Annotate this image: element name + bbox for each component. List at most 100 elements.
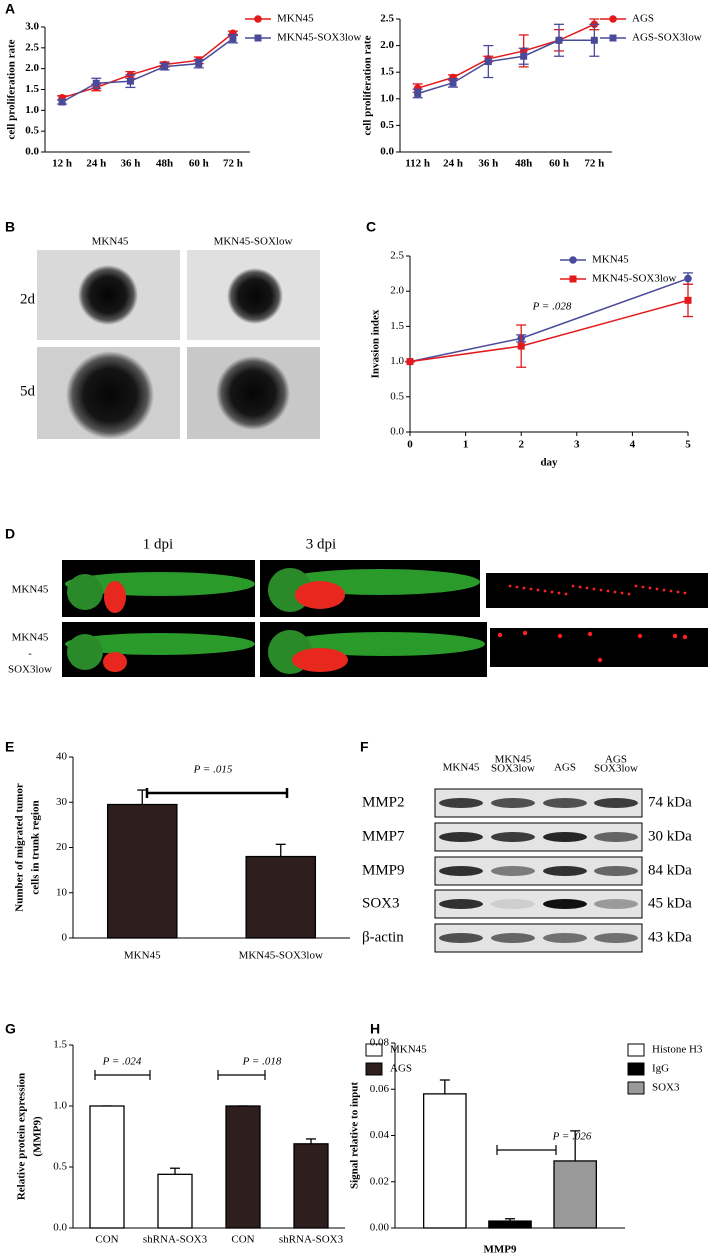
- cell-dot: [557, 633, 563, 639]
- band: [543, 866, 587, 876]
- bar: [293, 1143, 329, 1229]
- x-tick-label: 24 h: [443, 158, 463, 170]
- bar: [106, 803, 178, 939]
- y-tick-label: 0.5: [53, 1161, 67, 1173]
- marker: [590, 36, 598, 44]
- marker: [406, 358, 414, 366]
- lane-label: AGS: [605, 754, 627, 766]
- bar: [245, 855, 317, 939]
- lane-label: SOX3low: [491, 763, 535, 775]
- size-label: 74 kDa: [648, 794, 692, 810]
- y-tick-label: 0.08: [370, 1037, 390, 1049]
- band: [543, 798, 587, 808]
- significance-bracket: [496, 1145, 557, 1155]
- bar: [157, 1173, 193, 1229]
- cell-dot: [592, 587, 596, 591]
- cell-dot: [515, 585, 519, 589]
- cell-dot: [599, 588, 603, 592]
- cell-dot: [550, 590, 554, 594]
- x-tick-label: 36 h: [120, 158, 140, 170]
- legend-label: Histone H3: [652, 1044, 703, 1056]
- y-tick-label: 1.0: [53, 1100, 67, 1112]
- x-tick-label: shRNA-SOX3: [143, 1234, 208, 1246]
- y-axis-label: Invasion index: [370, 309, 382, 378]
- cell-dot: [655, 587, 659, 591]
- size-label: 43 kDa: [648, 929, 692, 945]
- band: [491, 798, 535, 808]
- cell-dot: [578, 585, 582, 589]
- y-tick-label: 1.5: [390, 320, 404, 332]
- cell-dot: [672, 633, 678, 639]
- y-tick-label: 0.0: [380, 146, 394, 158]
- cell-dot: [529, 587, 533, 591]
- legend-label: MKN45: [277, 13, 314, 25]
- y-tick-label: 40: [56, 751, 68, 763]
- y-tick-label: 1.0: [380, 92, 394, 104]
- cell-dot: [571, 584, 575, 588]
- y-axis-label: Signal relative to input: [349, 1082, 361, 1189]
- legend-label: IgG: [652, 1063, 669, 1075]
- cell-dot: [627, 592, 631, 596]
- cell-dot: [641, 585, 645, 589]
- bar: [488, 1220, 532, 1229]
- legend-marker: [569, 275, 577, 283]
- cell-dot: [606, 589, 610, 593]
- legend-label: MKN45: [390, 1044, 427, 1056]
- protein-label: MMP7: [362, 828, 405, 844]
- y-tick-label: 3.0: [25, 21, 39, 33]
- error-bar: [170, 1167, 180, 1175]
- panel-letter: H: [370, 1021, 380, 1037]
- y-tick-label: 2.0: [25, 62, 39, 74]
- x-tick-label: MKN45: [124, 950, 161, 962]
- y-tick-label: 2.0: [380, 39, 394, 51]
- y-tick-label: 0: [62, 932, 68, 944]
- y-tick-label: 1.0: [25, 104, 39, 116]
- y-tick-label: 0.5: [25, 125, 39, 137]
- significance-bracket: [94, 1070, 151, 1080]
- cell-dot: [585, 586, 589, 590]
- band: [439, 832, 483, 842]
- annotation: P = .028: [532, 301, 572, 313]
- panel-letter: F: [360, 739, 369, 755]
- legend-label: SOX3: [652, 1082, 680, 1094]
- marker: [414, 89, 422, 97]
- error-bar: [306, 1138, 316, 1144]
- bar: [423, 1093, 467, 1229]
- cell-dot: [597, 657, 603, 663]
- marker: [229, 35, 237, 43]
- legend-swatch: [627, 1043, 645, 1057]
- x-tick-label: 48h: [156, 158, 173, 170]
- bar: [225, 1105, 261, 1229]
- band: [543, 933, 587, 943]
- y-tick-label: 2.5: [390, 250, 404, 262]
- error-bar: [439, 1079, 450, 1094]
- y-tick-label: 2.5: [380, 13, 394, 25]
- legend-label: AGS: [632, 13, 654, 25]
- x-axis-label: day: [540, 457, 558, 469]
- series-line: [417, 39, 595, 95]
- marker: [520, 52, 528, 60]
- marker: [555, 36, 563, 44]
- band: [594, 866, 638, 876]
- legend-swatch: [627, 1081, 645, 1095]
- marker: [684, 274, 692, 283]
- x-tick-label: 60 h: [549, 158, 569, 170]
- lane-label: MKN45: [495, 754, 532, 766]
- x-tick-label: 24 h: [86, 158, 106, 170]
- legend-marker: [254, 15, 262, 23]
- band: [491, 933, 535, 943]
- cell-dot: [634, 584, 638, 588]
- y-tick-label: 1.5: [25, 83, 39, 95]
- cell-dot: [508, 584, 512, 588]
- cell-dot: [564, 592, 568, 596]
- annotation: P = .018: [242, 1056, 282, 1068]
- cell-dot: [557, 591, 561, 595]
- panel-letter: E: [5, 739, 14, 755]
- size-label: 45 kDa: [648, 895, 692, 911]
- panel-letter: C: [366, 219, 376, 235]
- band: [543, 899, 587, 909]
- cell-dot: [522, 630, 528, 636]
- cell-dot: [522, 586, 526, 590]
